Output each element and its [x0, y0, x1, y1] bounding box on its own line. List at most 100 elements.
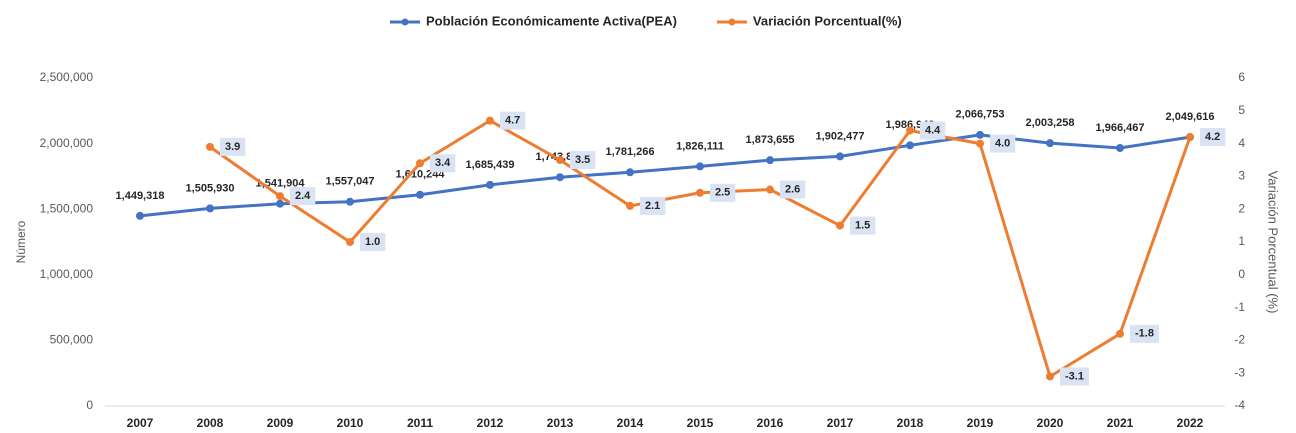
data-label: 2.5: [715, 187, 730, 199]
data-label-box: [360, 233, 386, 251]
point: [1116, 143, 1124, 152]
x-tick-label: 2014: [617, 416, 644, 430]
point: [976, 130, 984, 139]
data-label: 3.9: [225, 141, 240, 153]
y-tick-label: 2,500,000: [40, 70, 94, 84]
data-label: 2,066,753: [956, 109, 1005, 121]
y-tick-label: 1,500,000: [40, 201, 94, 215]
x-tick-label: 2012: [477, 416, 504, 430]
data-label: -3.1: [1065, 370, 1084, 382]
data-label-box: [780, 180, 806, 199]
x-tick-label: 2017: [827, 416, 854, 430]
data-label: 1,873,655: [746, 134, 795, 146]
data-label: 4.0: [995, 138, 1010, 150]
x-tick-label: 2022: [1177, 416, 1204, 430]
point: [276, 192, 284, 201]
data-label: 4.7: [505, 115, 520, 127]
data-label-box: [500, 111, 526, 130]
data-label-box: [1060, 367, 1089, 386]
data-label: 1,826,111: [676, 140, 724, 152]
data-label: 2.6: [785, 183, 800, 195]
data-label-box: [290, 187, 316, 206]
y2-tick-label: 3: [1238, 169, 1245, 183]
point: [486, 116, 494, 125]
y2-tick-label: 5: [1238, 103, 1245, 117]
x-tick-label: 2018: [897, 416, 924, 430]
y2-tick-label: -1: [1234, 300, 1245, 314]
x-tick-label: 2016: [757, 416, 784, 430]
data-label-box: [430, 154, 456, 173]
x-tick-label: 2020: [1037, 416, 1064, 430]
point: [556, 156, 564, 164]
point: [626, 201, 634, 210]
y2-tick-label: 6: [1238, 70, 1245, 84]
y2-tick-label: -3: [1234, 365, 1245, 379]
point: [766, 156, 774, 165]
point: [1046, 139, 1054, 148]
point: [976, 139, 984, 148]
x-tick-label: 2013: [547, 416, 574, 430]
y-tick-label: 0: [86, 398, 93, 412]
data-label: -1.8: [1135, 328, 1154, 340]
data-label-box: [1130, 324, 1159, 343]
data-label-box: [640, 196, 666, 215]
point: [206, 204, 214, 213]
data-label: 2,003,258: [1026, 117, 1075, 129]
data-label: 3.4: [435, 157, 451, 169]
data-label-box: [220, 137, 246, 156]
point: [416, 190, 424, 199]
data-label: 3.5: [575, 154, 590, 166]
point: [1186, 133, 1194, 142]
point: [696, 188, 704, 197]
x-tick-label: 2021: [1107, 416, 1134, 430]
y2-axis-label: Variación Porcentual (%): [1266, 171, 1281, 314]
data-label: 1.5: [855, 220, 870, 232]
legend-label: Población Económicamente Activa(PEA): [426, 13, 677, 28]
data-label: 1.0: [365, 236, 380, 248]
point: [836, 221, 844, 230]
y-tick-label: 2,000,000: [40, 136, 94, 150]
point: [766, 185, 774, 194]
y2-tick-label: 4: [1238, 136, 1245, 150]
data-label: 1,781,266: [606, 146, 655, 158]
data-label-box: [850, 216, 876, 235]
point: [346, 238, 354, 246]
data-label-box: [990, 134, 1016, 153]
y2-tick-label: -4: [1234, 398, 1245, 412]
data-label: 1,505,930: [186, 182, 235, 194]
legend-label: Variación Porcentual(%): [753, 13, 902, 28]
data-label-box: [1200, 128, 1226, 147]
x-tick-label: 2008: [197, 416, 224, 430]
point: [136, 211, 144, 220]
x-tick-label: 2019: [967, 416, 994, 430]
data-label-box: [570, 151, 596, 169]
point: [486, 180, 494, 189]
y2-tick-label: -2: [1234, 333, 1245, 347]
y-tick-label: 1,000,000: [40, 267, 94, 281]
point: [906, 141, 914, 150]
data-label: 1,449,318: [116, 190, 165, 202]
data-label: 4.4: [925, 124, 941, 136]
data-label: 2.1: [645, 200, 660, 212]
point: [696, 162, 704, 171]
point: [276, 199, 284, 208]
x-tick-label: 2015: [687, 416, 714, 430]
x-tick-label: 2011: [407, 416, 433, 430]
x-tick-label: 2010: [337, 416, 364, 430]
data-label-box: [710, 183, 736, 202]
data-label: 1,902,477: [816, 130, 865, 142]
point: [556, 173, 564, 182]
legend-marker: [728, 18, 736, 26]
y2-tick-label: 1: [1238, 234, 1245, 248]
y2-tick-label: 2: [1238, 201, 1245, 215]
data-label: 1,557,047: [326, 176, 375, 188]
data-label: 1,685,439: [466, 159, 515, 171]
point: [206, 142, 214, 151]
point: [906, 126, 914, 135]
y-axis-label: Número: [14, 220, 28, 263]
point: [346, 197, 354, 206]
series-line: [209, 118, 1192, 379]
point: [626, 168, 634, 177]
data-label: 2,049,616: [1166, 111, 1215, 123]
